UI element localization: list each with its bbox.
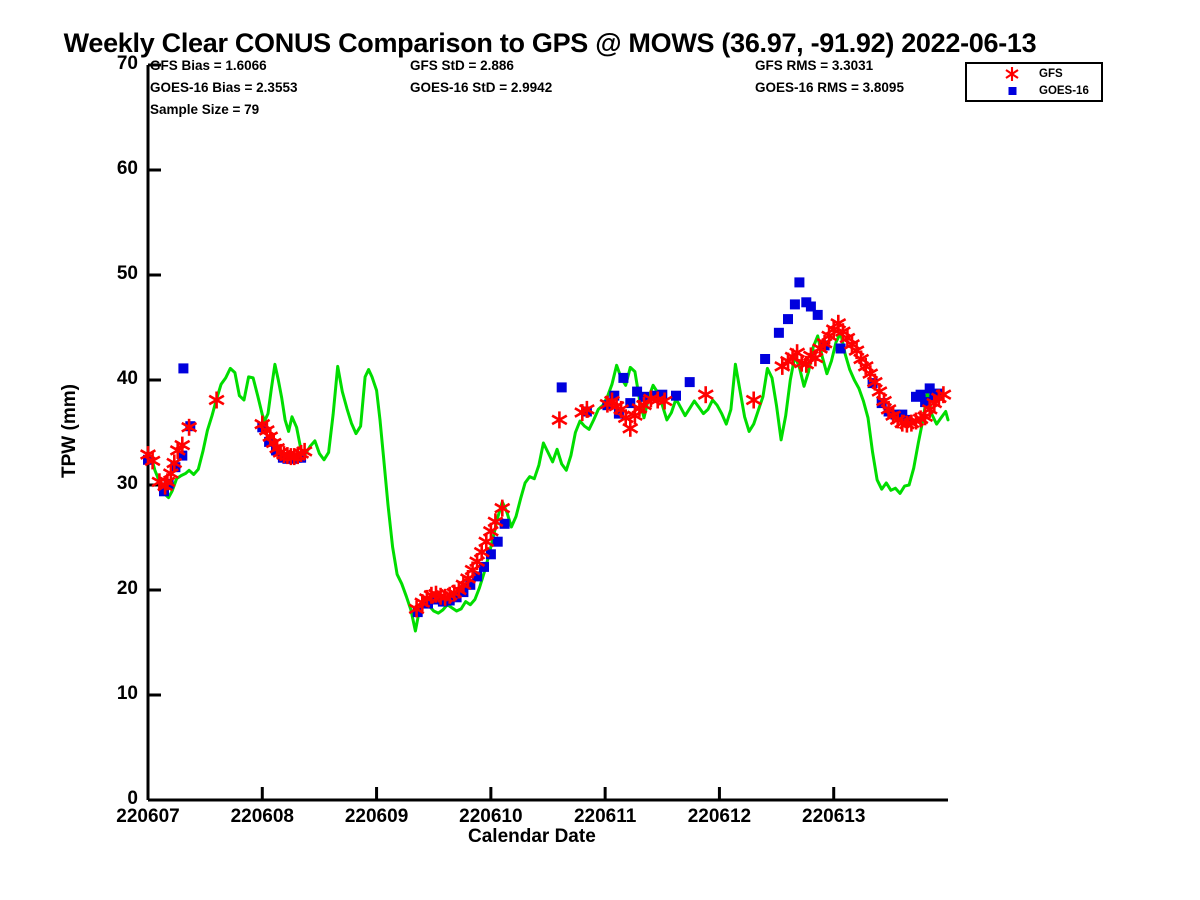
series-gfs-markers: [139, 314, 952, 618]
data-point-gfs: [745, 391, 762, 409]
y-tick-label: 60: [116, 158, 138, 179]
data-point-goes16: [178, 363, 189, 374]
data-point-goes16: [920, 397, 931, 408]
x-tick-label: 220612: [687, 806, 752, 827]
data-point-goes16: [657, 389, 668, 400]
stat-goes16-bias: GOES-16 Bias = 2.3553: [150, 80, 298, 95]
data-point-goes16: [609, 390, 620, 401]
data-point-goes16: [760, 354, 771, 364]
series-gps-line: [146, 331, 950, 633]
stat-sample-size: Sample Size = 79: [150, 102, 260, 117]
y-axis-label: TPW (mm): [59, 384, 80, 478]
page-title: Weekly Clear CONUS Comparison to GPS @ M…: [63, 28, 1037, 58]
data-point-goes16: [499, 518, 510, 529]
data-point-gfs: [208, 391, 225, 409]
y-tick-label: 50: [116, 263, 138, 284]
square-icon: [1002, 83, 1022, 104]
data-point-goes16: [783, 314, 793, 325]
stat-goes16-std: GOES-16 StD = 2.9942: [410, 80, 553, 95]
data-point-goes16: [492, 536, 503, 547]
data-point-gfs: [697, 386, 714, 404]
data-point-goes16: [835, 343, 846, 354]
data-point-goes16: [671, 390, 681, 401]
asterisk-icon: [1002, 65, 1022, 88]
x-tick-label: 220609: [344, 806, 409, 827]
data-point-goes16: [472, 571, 483, 582]
data-point-goes16: [437, 596, 448, 607]
data-point-goes16: [485, 549, 496, 560]
data-point-goes16: [773, 327, 784, 338]
y-tick-label: 10: [116, 683, 138, 704]
y-tick-label: 30: [116, 473, 138, 494]
data-point-gfs: [166, 454, 183, 472]
x-axis-label: Calendar Date: [468, 826, 596, 847]
data-point-gfs: [578, 400, 595, 418]
data-point-gfs: [935, 386, 952, 404]
data-point-goes16: [794, 277, 805, 288]
data-point-goes16: [915, 389, 926, 400]
data-point-goes16: [556, 382, 567, 393]
data-point-gfs: [494, 499, 511, 517]
data-point-gfs: [551, 411, 568, 429]
data-point-goes16: [479, 561, 489, 572]
legend-entry-gfs: GFS: [967, 65, 1105, 83]
x-tick-label: 220611: [573, 806, 637, 827]
data-point-goes16: [451, 592, 462, 603]
data-point-goes16: [924, 383, 935, 394]
legend-entry-goes16: GOES-16: [967, 83, 1105, 101]
legend-label-gfs: GFS: [1039, 68, 1063, 80]
y-tick-label: 20: [116, 578, 138, 599]
legend-label-goes16: GOES-16: [1039, 85, 1089, 97]
x-tick-label: 220613: [802, 806, 866, 827]
data-point-goes16: [618, 372, 629, 383]
x-tick-label: 220607: [116, 806, 180, 827]
y-tick-label: 70: [116, 53, 138, 74]
data-point-goes16: [177, 450, 188, 461]
data-point-goes16: [632, 386, 643, 397]
data-point-goes16: [625, 398, 636, 409]
y-tick-label: 0: [127, 788, 138, 809]
data-point-goes16: [812, 309, 823, 320]
stat-goes16-rms: GOES-16 RMS = 3.8095: [755, 80, 904, 95]
data-point-gfs: [181, 418, 198, 436]
stat-gfs-rms: GFS RMS = 3.3031: [755, 58, 874, 73]
data-point-goes16: [789, 299, 800, 310]
data-point-goes16: [465, 579, 476, 590]
stat-gfs-bias: GFS Bias = 1.6066: [150, 58, 267, 73]
data-point-goes16: [684, 377, 695, 388]
data-point-gfs: [622, 419, 639, 437]
y-tick-label: 40: [116, 368, 138, 389]
stat-gfs-std: GFS StD = 2.886: [410, 58, 514, 73]
axes: [146, 63, 948, 802]
data-point-gfs: [487, 513, 504, 531]
data-point-gfs: [144, 452, 161, 470]
legend: GFS GOES-16: [965, 62, 1103, 102]
data-point-gfs: [162, 464, 179, 482]
x-tick-label: 220610: [459, 806, 523, 827]
x-tick-label: 220608: [230, 806, 294, 827]
data-point-gfs: [296, 442, 313, 460]
data-point-gfs: [635, 396, 653, 414]
data-point-gfs: [656, 392, 673, 410]
data-point-goes16: [805, 301, 816, 312]
data-point-gfs: [174, 436, 191, 454]
